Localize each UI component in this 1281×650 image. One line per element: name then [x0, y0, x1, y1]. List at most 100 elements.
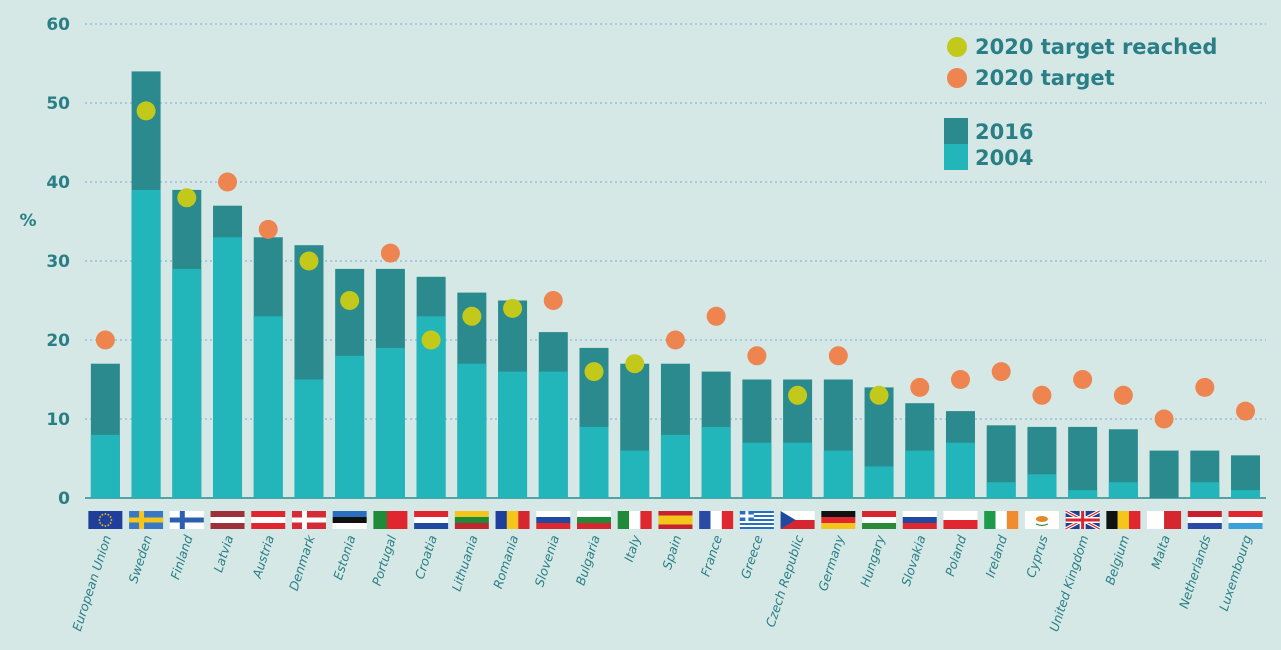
target-markers [95, 101, 1256, 429]
flag-slovenia [536, 511, 571, 529]
category-label-sweden: Sweden [125, 533, 155, 585]
bar-2004-greece [742, 442, 772, 498]
category-label-slovenia: Slovenia [531, 533, 562, 588]
target-marker-belgium [1113, 385, 1133, 405]
target-marker-slovakia [910, 377, 930, 397]
target-marker-portugal [380, 243, 400, 263]
target-marker-france [706, 306, 726, 326]
target-marker-greece [747, 346, 767, 366]
legend-target-reached-label: 2020 target reached [975, 35, 1217, 59]
flag-sweden [129, 511, 164, 529]
category-label-united-kingdom: United Kingdom [1046, 533, 1091, 633]
target-reached-marker-denmark [299, 251, 319, 271]
legend-target-reached-marker [947, 37, 967, 57]
legend-2016-label: 2016 [975, 120, 1033, 144]
target-marker-european-union [95, 330, 115, 350]
bar-2004-poland [945, 442, 975, 498]
bar-2004-sweden [131, 189, 161, 498]
bar-2016-united-kingdom [1068, 426, 1098, 498]
bar-2004-cyprus [1027, 474, 1057, 498]
category-label-luxembourg: Luxembourg [1216, 533, 1255, 613]
target-reached-marker-italy [625, 354, 645, 374]
category-label-croatia: Croatia [412, 533, 440, 581]
bars [90, 71, 1261, 499]
flag-italy [617, 511, 652, 529]
legend-2016-swatch [944, 118, 968, 144]
target-marker-malta [1154, 409, 1174, 429]
bar-2004-luxembourg [1231, 490, 1261, 498]
target-marker-spain [665, 330, 685, 350]
flag-spain [658, 511, 693, 529]
flag-france [699, 511, 734, 529]
target-reached-marker-finland [177, 188, 197, 208]
category-labels: European Union Sweden Finland Latvia Austria… [69, 533, 1254, 634]
category-label-netherlands: Netherlands [1176, 533, 1214, 611]
y-tick-label: 50 [46, 94, 70, 114]
flag-hungary [862, 511, 897, 529]
category-label-france: France [698, 533, 725, 578]
target-marker-cyprus [1032, 385, 1052, 405]
bar-2004-czech-republic [783, 442, 813, 498]
target-reached-marker-bulgaria [584, 362, 604, 382]
flag-austria [251, 511, 286, 529]
category-label-estonia: Estonia [330, 533, 358, 581]
bar-2004-european-union [90, 434, 120, 498]
category-label-belgium: Belgium [1102, 533, 1132, 586]
bar-2004-spain [660, 434, 690, 498]
bar-2004-romania [498, 371, 528, 498]
bar-2004-italy [620, 450, 650, 498]
category-label-italy: Italy [621, 533, 644, 564]
legend: 2020 target reached 2020 target 2016 200… [944, 35, 1217, 170]
bar-2016-malta [1149, 450, 1179, 498]
bar-2004-belgium [1108, 482, 1138, 498]
category-label-ireland: Ireland [982, 533, 1010, 579]
flag-denmark [291, 511, 326, 529]
target-marker-luxembourg [1236, 401, 1256, 421]
bar-2004-portugal [375, 347, 405, 498]
bar-2004-estonia [335, 355, 365, 498]
flag-belgium [1106, 511, 1141, 529]
flag-czech-republic [780, 511, 815, 529]
bar-2004-united-kingdom [1068, 490, 1098, 498]
y-tick-label: 20 [46, 331, 70, 351]
category-label-germany: Germany [815, 533, 847, 593]
target-marker-netherlands [1195, 377, 1215, 397]
flag-estonia [332, 511, 367, 529]
target-marker-slovenia [543, 291, 563, 310]
bar-2004-france [701, 426, 731, 498]
target-marker-austria [258, 219, 278, 239]
bar-2004-latvia [213, 237, 243, 499]
country-flags [88, 509, 1263, 531]
category-label-lithuania: Lithuania [449, 533, 481, 593]
y-axis-label: % [19, 211, 36, 231]
bar-2004-denmark [294, 379, 324, 498]
legend-target-label: 2020 target [975, 66, 1115, 90]
category-label-cyprus: Cyprus [1023, 533, 1051, 580]
flag-lithuania [454, 511, 489, 529]
flag-cyprus [1024, 511, 1059, 529]
target-reached-marker-hungary [869, 385, 889, 405]
target-marker-ireland [991, 362, 1011, 382]
flag-finland [169, 511, 204, 529]
category-label-bulgaria: Bulgaria [573, 533, 603, 587]
flag-malta [1147, 511, 1182, 529]
category-label-austria: Austria [249, 533, 277, 581]
flag-romania [495, 511, 530, 529]
bar-2004-finland [172, 268, 202, 498]
bar-2004-bulgaria [579, 426, 609, 498]
flag-luxembourg [1228, 511, 1263, 529]
bar-2004-netherlands [1190, 482, 1220, 498]
category-label-greece: Greece [738, 533, 766, 581]
target-marker-poland [950, 370, 970, 389]
target-marker-germany [828, 346, 848, 366]
target-marker-latvia [218, 172, 238, 192]
target-reached-marker-croatia [421, 330, 441, 350]
flag-ireland [984, 511, 1019, 529]
y-tick-label: 60 [46, 15, 70, 35]
y-axis-ticks: 0 10 20 30 40 50 60 [46, 15, 70, 509]
target-reached-marker-estonia [340, 291, 360, 310]
flag-latvia [210, 511, 245, 529]
flag-slovakia [902, 511, 937, 529]
y-tick-label: 0 [58, 489, 70, 509]
